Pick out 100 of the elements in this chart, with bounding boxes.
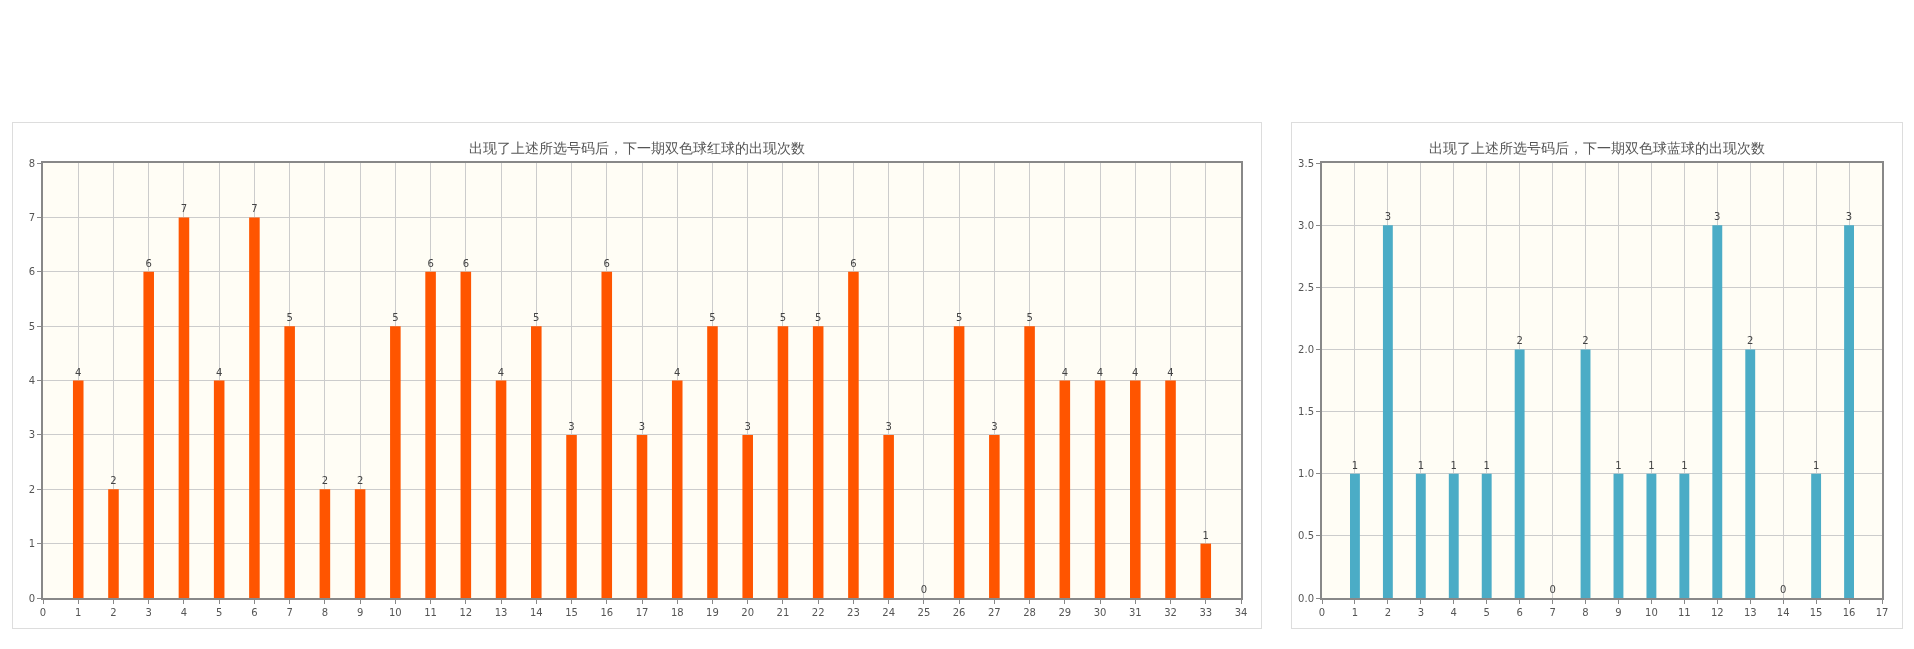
data-label: 5: [533, 312, 540, 324]
data-label: 5: [1026, 312, 1033, 324]
data-label: 1: [1681, 459, 1688, 471]
y-tick-label: 3.0: [1298, 219, 1314, 231]
x-tick-label: 7: [1549, 607, 1556, 618]
x-tick-label: 32: [1164, 607, 1177, 618]
x-tick-label: 4: [180, 607, 188, 618]
x-tick-label: 20: [741, 607, 755, 618]
x-tick-label: 23: [847, 607, 860, 618]
bar: [1130, 380, 1141, 598]
bar: [1165, 380, 1176, 598]
bar: [1448, 473, 1459, 598]
bar: [1059, 380, 1071, 598]
bar: [1481, 473, 1492, 598]
data-label: 3: [1845, 211, 1853, 223]
data-label: 2: [110, 475, 117, 487]
data-label: 0: [920, 584, 928, 595]
data-label: 5: [814, 312, 822, 324]
bar: [953, 326, 965, 598]
y-tick-label: 0.0: [1298, 592, 1314, 604]
bar: [1844, 225, 1854, 598]
data-label: 3: [1714, 211, 1721, 223]
chart-title: 出现了上述所选号码后，下一期双色球红球的出现次数: [469, 140, 805, 156]
data-label: 3: [885, 420, 892, 432]
y-tick-label: 2: [28, 483, 35, 495]
y-tick-label: 0.5: [1298, 530, 1314, 542]
data-label: 3: [991, 420, 998, 432]
x-tick-label: 25: [917, 607, 931, 618]
x-tick-label: 16: [600, 607, 614, 618]
y-tick-label: 3.5: [1298, 157, 1314, 169]
x-tick-label: 13: [1743, 607, 1757, 618]
y-tick-label: 2.5: [1298, 281, 1314, 293]
bar: [777, 326, 789, 598]
x-tick-label: 28: [1023, 607, 1036, 618]
x-tick-label: 3: [145, 607, 152, 618]
bar: [284, 326, 295, 598]
y-tick-label: 8: [28, 157, 35, 169]
data-label: 6: [603, 257, 610, 269]
x-tick-label: 1: [75, 607, 82, 618]
data-label: 1: [1351, 459, 1359, 471]
bar: [390, 326, 401, 598]
x-tick-label: 19: [706, 607, 719, 618]
data-label: 6: [145, 257, 152, 269]
data-label: 4: [215, 366, 223, 378]
x-tick-label: 6: [251, 607, 258, 618]
data-label: 0: [1549, 584, 1556, 595]
bar: [143, 271, 154, 598]
data-label: 4: [1167, 366, 1174, 378]
data-label: 2: [356, 475, 364, 487]
x-tick-label: 8: [321, 607, 329, 618]
y-tick-label: 2.0: [1298, 343, 1314, 355]
data-label: 4: [75, 366, 82, 378]
bar: [601, 271, 613, 598]
x-tick-label: 27: [987, 607, 1001, 618]
bar: [1200, 543, 1212, 598]
data-label: 1: [1202, 529, 1209, 541]
data-label: 5: [286, 312, 293, 324]
x-tick-label: 6: [1516, 607, 1523, 618]
data-label: 1: [1648, 459, 1655, 471]
bar: [460, 271, 472, 598]
bar: [636, 434, 648, 598]
bar: [989, 434, 1000, 598]
data-label: 1: [1450, 459, 1457, 471]
data-label: 3: [638, 420, 646, 432]
bar: [1613, 473, 1624, 598]
bar: [1580, 349, 1591, 598]
bar: [1745, 349, 1756, 598]
x-tick-label: 13: [494, 607, 508, 618]
data-label: 2: [321, 475, 329, 487]
data-label: 1: [1812, 459, 1820, 471]
x-tick-label: 30: [1093, 607, 1107, 618]
bar: [178, 217, 190, 598]
bar: [812, 326, 824, 598]
bar: [1514, 349, 1525, 598]
x-tick-label: 4: [1450, 607, 1457, 618]
x-tick-label: 2: [110, 607, 117, 618]
data-label: 5: [779, 312, 787, 324]
bar: [1679, 473, 1690, 598]
data-label: 1: [1417, 459, 1425, 471]
x-tick-label: 15: [1809, 607, 1823, 618]
x-tick-label: 7: [286, 607, 293, 618]
bar: [72, 380, 84, 598]
x-tick-label: 12: [1710, 607, 1724, 618]
x-tick-label: 11: [424, 607, 437, 618]
bar: [319, 489, 331, 598]
x-tick-label: 8: [1582, 607, 1589, 618]
data-label: 4: [1096, 366, 1104, 378]
bar: [354, 489, 366, 598]
x-tick-label: 24: [882, 607, 896, 618]
bar: [495, 380, 507, 598]
x-tick-label: 34: [1234, 607, 1248, 618]
bar: [1382, 225, 1393, 598]
data-label: 3: [1384, 211, 1392, 223]
y-tick-label: 4: [28, 375, 35, 386]
bar: [1811, 473, 1822, 598]
x-tick-label: 5: [215, 607, 223, 618]
x-tick-label: 1: [1351, 607, 1359, 618]
data-label: 0: [1779, 584, 1787, 595]
y-tick-label: 6: [28, 266, 35, 278]
x-tick-label: 14: [529, 607, 543, 618]
